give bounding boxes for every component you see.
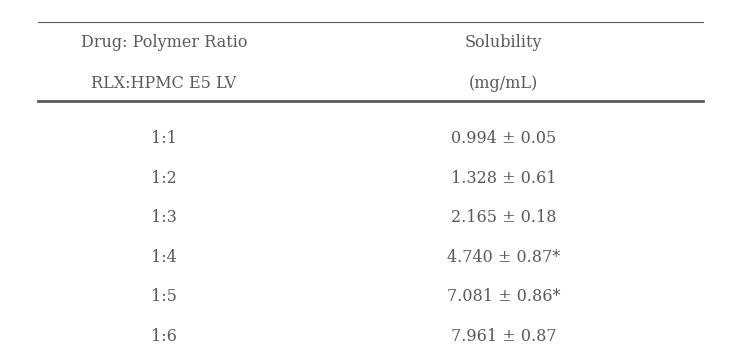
Text: 1:6: 1:6 — [151, 328, 177, 345]
Text: 1:4: 1:4 — [151, 249, 176, 266]
Text: Solubility: Solubility — [465, 34, 542, 51]
Text: 1:1: 1:1 — [151, 130, 177, 147]
Text: 1:2: 1:2 — [151, 170, 176, 187]
Text: Drug: Polymer Ratio: Drug: Polymer Ratio — [81, 34, 247, 51]
Text: 7.081 ± 0.86*: 7.081 ± 0.86* — [447, 288, 560, 305]
Text: 1:3: 1:3 — [151, 209, 177, 226]
Text: 2.165 ± 0.18: 2.165 ± 0.18 — [451, 209, 556, 226]
Text: RLX:HPMC E5 LV: RLX:HPMC E5 LV — [91, 75, 236, 92]
Text: 1:5: 1:5 — [151, 288, 177, 305]
Text: (mg/mL): (mg/mL) — [469, 75, 538, 92]
Text: 0.994 ± 0.05: 0.994 ± 0.05 — [451, 130, 556, 147]
Text: 4.740 ± 0.87*: 4.740 ± 0.87* — [447, 249, 560, 266]
Text: 1.328 ± 0.61: 1.328 ± 0.61 — [451, 170, 556, 187]
Text: 7.961 ± 0.87: 7.961 ± 0.87 — [451, 328, 556, 345]
